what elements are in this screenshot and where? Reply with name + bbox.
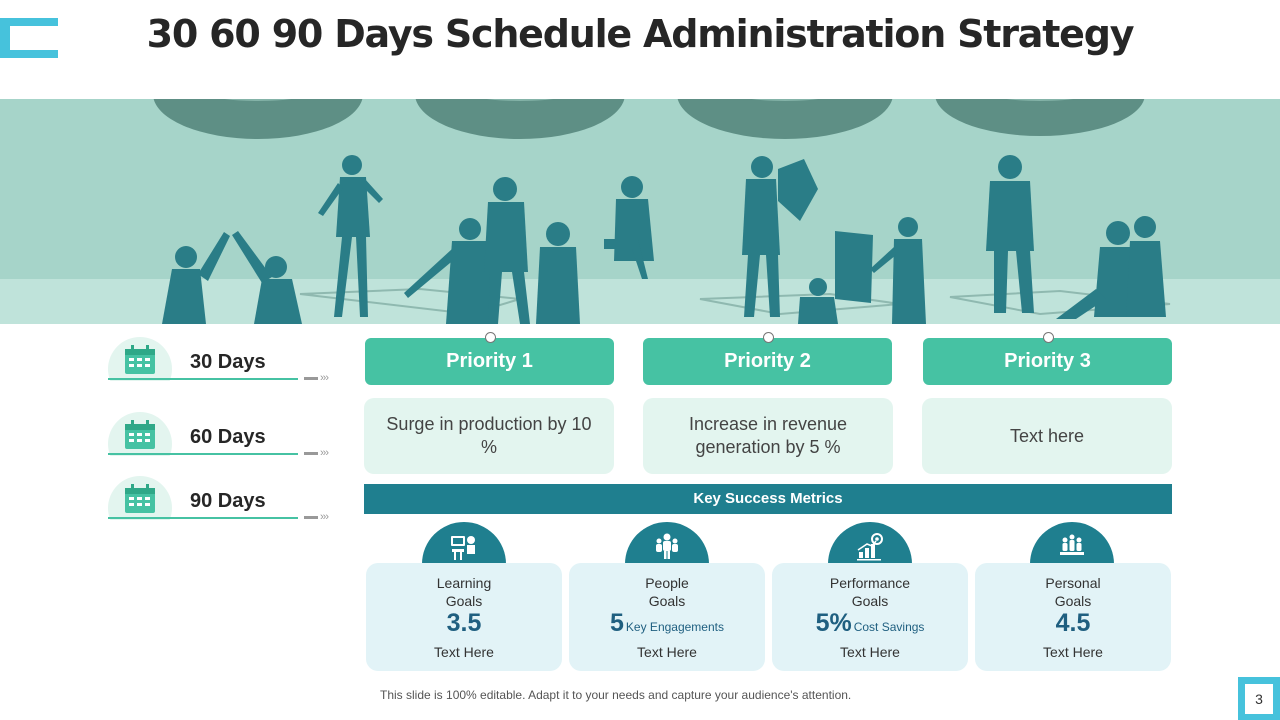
- priority-1-header[interactable]: Priority 1: [365, 332, 614, 385]
- day-label: 90 Days: [190, 490, 266, 512]
- team-silhouette-banner: [0, 99, 1280, 324]
- arrow-right-icon: ›››: [304, 447, 329, 459]
- metric-card-personal: Personal Goals 4.5 Text Here: [975, 563, 1171, 671]
- day-underline: [108, 378, 298, 380]
- metric-title: Personal Goals: [1045, 575, 1101, 609]
- priority-heading: Priority 3: [1004, 350, 1091, 372]
- key-success-metrics-bar: Key Success Metrics: [364, 484, 1172, 514]
- performance-chart-icon: [828, 522, 912, 564]
- priority-3-text-box: Text here: [922, 398, 1172, 474]
- learning-icon: [422, 522, 506, 564]
- day-row-30[interactable]: 30 Days ›››: [108, 337, 348, 384]
- priority-text: Increase in revenue generation by 5 %: [688, 414, 848, 457]
- priority-1-text-box: Surge in production by 10 %: [364, 398, 614, 474]
- arrow-right-icon: ›››: [304, 511, 329, 523]
- metric-text: Text Here: [840, 644, 900, 660]
- metric-value: 5% Cost Savings: [815, 609, 925, 637]
- connector-dot: [484, 332, 496, 343]
- day-underline: [108, 517, 298, 519]
- priority-text: Text here: [1009, 425, 1085, 446]
- priority-3-header[interactable]: Priority 3: [923, 332, 1172, 385]
- page-number-badge: 3: [1238, 677, 1280, 720]
- metric-text: Text Here: [434, 644, 494, 660]
- day-label: 30 Days: [190, 351, 266, 373]
- metric-value: 3.5: [446, 609, 482, 637]
- priority-2-header[interactable]: Priority 2: [643, 332, 892, 385]
- metric-text: Text Here: [637, 644, 697, 660]
- connector-dot: [762, 332, 774, 343]
- people-icon: [625, 522, 709, 564]
- priority-2-text-box: Increase in revenue generation by 5 %: [643, 398, 893, 474]
- metric-card-people: People Goals 5 Key Engagements Text Here: [569, 563, 765, 671]
- page-number: 3: [1245, 684, 1273, 714]
- priority-heading: Priority 2: [724, 350, 811, 372]
- metric-title: People Goals: [645, 575, 689, 609]
- priority-heading: Priority 1: [446, 350, 533, 372]
- metric-title: Learning Goals: [436, 575, 492, 609]
- metric-card-performance: Performance Goals 5% Cost Savings Text Her…: [772, 563, 968, 671]
- day-row-60[interactable]: 60 Days ›››: [108, 412, 348, 459]
- corner-bracket-decoration: [0, 18, 58, 58]
- priority-text: Surge in production by 10 %: [386, 414, 592, 457]
- calendar-icon: [108, 412, 172, 456]
- calendar-icon: [108, 476, 172, 520]
- metric-card-learning: Learning Goals 3.5 Text Here: [366, 563, 562, 671]
- arrow-right-icon: ›››: [304, 372, 329, 384]
- day-label: 60 Days: [190, 426, 266, 448]
- connector-dot: [1042, 332, 1054, 343]
- metric-text: Text Here: [1043, 644, 1103, 660]
- day-row-90[interactable]: 90 Days ›››: [108, 476, 348, 523]
- metric-title: Performance Goals: [829, 575, 911, 609]
- calendar-icon: [108, 337, 172, 381]
- slide-title: 30 60 90 Days Schedule Administration St…: [146, 12, 1135, 56]
- metric-value: 5 Key Engagements: [610, 609, 724, 637]
- metric-value: 4.5: [1055, 609, 1091, 637]
- personal-team-icon: [1030, 522, 1114, 564]
- footer-note: This slide is 100% editable. Adapt it to…: [380, 688, 852, 702]
- day-underline: [108, 453, 298, 455]
